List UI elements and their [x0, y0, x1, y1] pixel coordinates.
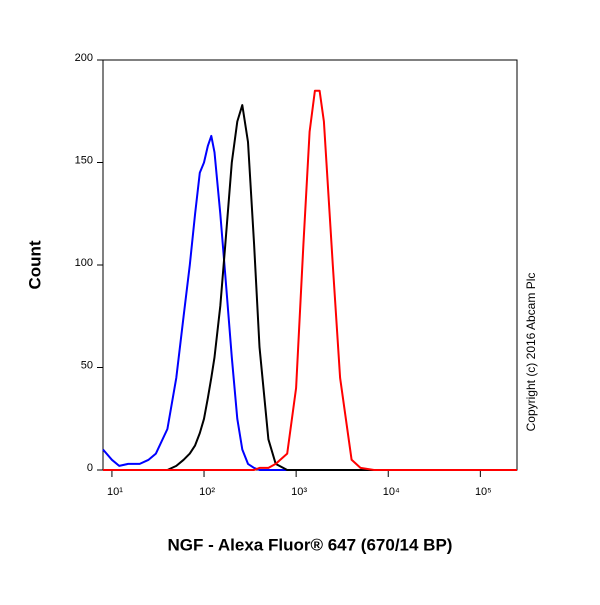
y-tick-label: 100	[75, 257, 93, 269]
y-tick-label: 150	[75, 154, 93, 166]
y-axis-label: Count	[25, 240, 44, 289]
histogram-line	[103, 104, 517, 471]
x-axis-label: NGF - Alexa Fluor® 647 (670/14 BP)	[168, 535, 453, 554]
x-tick-label: 10⁵	[475, 486, 492, 498]
histogram-line	[103, 89, 517, 471]
x-tick-label: 10¹	[107, 486, 123, 498]
histogram-line	[102, 134, 517, 471]
x-tick-label: 10⁴	[383, 486, 400, 498]
x-tick-label: 10²	[199, 486, 215, 498]
x-tick-label: 10³	[291, 486, 307, 498]
y-tick-label: 200	[75, 52, 93, 64]
copyright: Copyright (c) 2016 Abcam Plc	[524, 273, 538, 432]
y-tick-label: 0	[87, 462, 93, 474]
y-tick-label: 50	[81, 359, 93, 371]
